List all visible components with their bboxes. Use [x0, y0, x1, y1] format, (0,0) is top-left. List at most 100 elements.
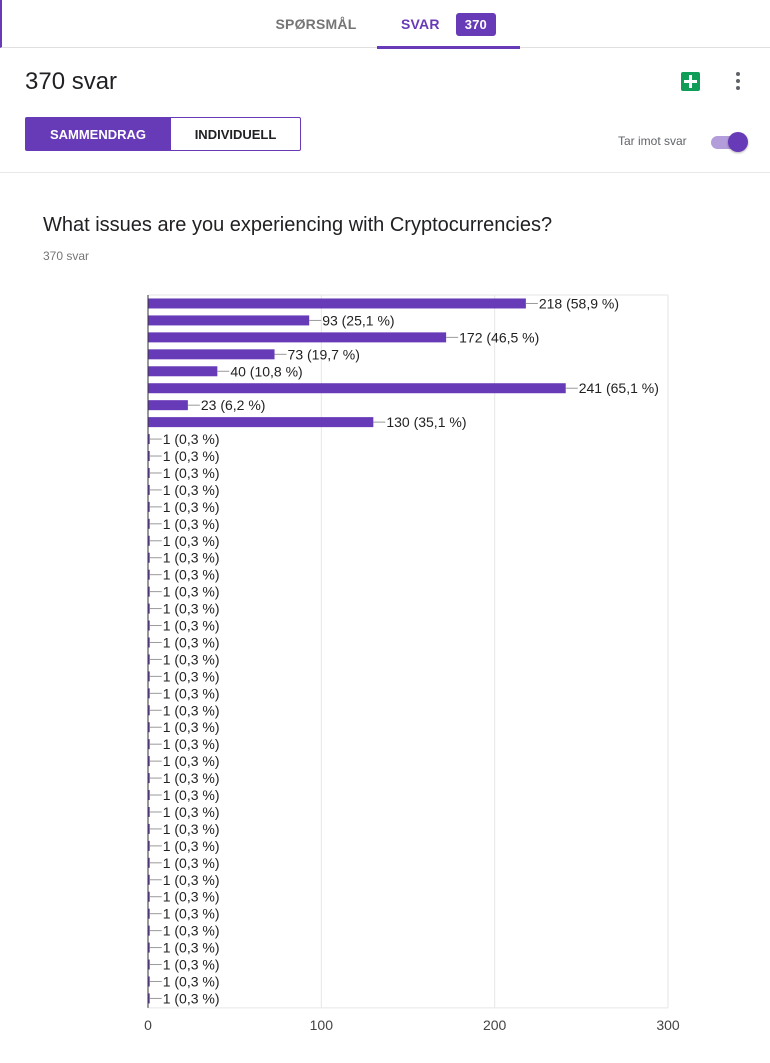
bar — [148, 773, 150, 784]
bar — [148, 823, 150, 834]
bar-value-label: 1 (0,3 %) — [163, 584, 220, 600]
bar — [148, 993, 150, 1004]
bar-value-label: 241 (65,1 %) — [579, 380, 659, 396]
bar-value-label: 1 (0,3 %) — [163, 940, 220, 956]
bar-value-label: 1 (0,3 %) — [163, 736, 220, 752]
bar — [148, 315, 310, 326]
bar — [148, 891, 150, 902]
bar — [148, 925, 150, 936]
bar — [148, 959, 150, 970]
bar-value-label: 23 (6,2 %) — [201, 397, 266, 413]
sheets-icon[interactable] — [681, 72, 700, 91]
bar-value-label: 1 (0,3 %) — [163, 685, 220, 701]
bar — [148, 654, 150, 665]
bar — [148, 535, 150, 546]
bar — [148, 484, 150, 495]
bar — [148, 806, 150, 817]
bar — [148, 722, 150, 733]
bar — [148, 501, 150, 512]
bar — [148, 976, 150, 987]
bar-value-label: 1 (0,3 %) — [163, 601, 220, 617]
responses-count-badge: 370 — [455, 12, 496, 36]
bar — [148, 366, 218, 377]
bar-value-label: 1 (0,3 %) — [163, 482, 220, 498]
more-vert-icon[interactable] — [730, 70, 746, 92]
bar — [148, 942, 150, 953]
bar-value-label: 1 (0,3 %) — [163, 465, 220, 481]
bar — [148, 705, 150, 716]
bar — [148, 756, 150, 767]
bar-value-label: 1 (0,3 %) — [163, 702, 220, 718]
bar-value-label: 1 (0,3 %) — [163, 431, 220, 447]
summary-toggle-button[interactable]: SAMMENDRAG — [25, 117, 171, 151]
bar — [148, 603, 150, 614]
bar — [148, 857, 150, 868]
bar-value-label: 1 (0,3 %) — [163, 957, 220, 973]
bar — [148, 298, 526, 309]
bar — [148, 400, 188, 411]
bar — [148, 518, 150, 529]
bar — [148, 671, 150, 682]
bar — [148, 620, 150, 631]
x-tick-label: 100 — [310, 1017, 334, 1033]
bar-value-label: 1 (0,3 %) — [163, 804, 220, 820]
header-divider — [0, 172, 770, 173]
bar-value-label: 93 (25,1 %) — [322, 312, 394, 328]
bar-value-label: 1 (0,3 %) — [163, 719, 220, 735]
bar-value-label: 172 (46,5 %) — [459, 329, 539, 345]
tab-responses[interactable]: SVAR 370 — [377, 0, 520, 49]
question-title: What issues are you experiencing with Cr… — [43, 214, 553, 236]
bar — [148, 383, 566, 394]
switch-knob — [728, 132, 748, 152]
bar-value-label: 1 (0,3 %) — [163, 990, 220, 1006]
bar-value-label: 1 (0,3 %) — [163, 448, 220, 464]
bar-value-label: 1 (0,3 %) — [163, 550, 220, 566]
responses-bar-chart: 218 (58,9 %) 93 (25,1 %) 172 (46,5 %) 73 (1… — [144, 294, 680, 1033]
accepting-responses-switch[interactable] — [709, 132, 749, 152]
active-tab-indicator — [377, 46, 520, 49]
bar — [148, 552, 150, 563]
bar — [148, 739, 150, 750]
bar-value-label: 1 (0,3 %) — [163, 787, 220, 803]
bar — [148, 349, 275, 360]
bar — [148, 451, 150, 462]
accepting-responses-label: Tar imot svar — [618, 134, 687, 148]
bar-value-label: 1 (0,3 %) — [163, 973, 220, 989]
x-tick-label: 300 — [656, 1017, 680, 1033]
bar-value-label: 1 (0,3 %) — [163, 906, 220, 922]
bar — [148, 908, 150, 919]
bar — [148, 569, 150, 580]
individual-toggle-button[interactable]: INDIVIDUELL — [170, 117, 301, 151]
tab-questions[interactable]: SPØRSMÅL — [256, 0, 376, 48]
bar-value-label: 1 (0,3 %) — [163, 821, 220, 837]
bar-value-label: 1 (0,3 %) — [163, 889, 220, 905]
bar-value-label: 1 (0,3 %) — [163, 651, 220, 667]
bar — [148, 637, 150, 648]
bar-value-label: 1 (0,3 %) — [163, 855, 220, 871]
bar-value-label: 1 (0,3 %) — [163, 668, 220, 684]
page-title: 370 svar — [25, 68, 118, 95]
bar — [148, 874, 150, 885]
bar — [148, 332, 447, 343]
bar — [148, 790, 150, 801]
bar — [148, 586, 150, 597]
bar-value-label: 1 (0,3 %) — [163, 533, 220, 549]
bar-value-label: 73 (19,7 %) — [288, 346, 360, 362]
bar-value-label: 1 (0,3 %) — [163, 634, 220, 650]
question-response-count: 370 svar — [43, 249, 90, 263]
bar — [148, 434, 150, 445]
bar-value-label: 40 (10,8 %) — [230, 363, 302, 379]
x-tick-label: 200 — [483, 1017, 507, 1033]
bar-value-label: 1 (0,3 %) — [163, 753, 220, 769]
bar-value-label: 1 (0,3 %) — [163, 567, 220, 583]
bar-value-label: 1 (0,3 %) — [163, 923, 220, 939]
bar — [148, 840, 150, 851]
top-tab-bar: SPØRSMÅL SVAR 370 — [0, 0, 770, 49]
tab-questions-label: SPØRSMÅL — [275, 16, 357, 32]
bar-value-label: 1 (0,3 %) — [163, 838, 220, 854]
bar — [148, 417, 374, 428]
bar-value-label: 1 (0,3 %) — [163, 516, 220, 532]
bar-value-label: 1 (0,3 %) — [163, 872, 220, 888]
bar-value-label: 130 (35,1 %) — [386, 414, 466, 430]
tab-responses-label: SVAR — [401, 16, 440, 32]
